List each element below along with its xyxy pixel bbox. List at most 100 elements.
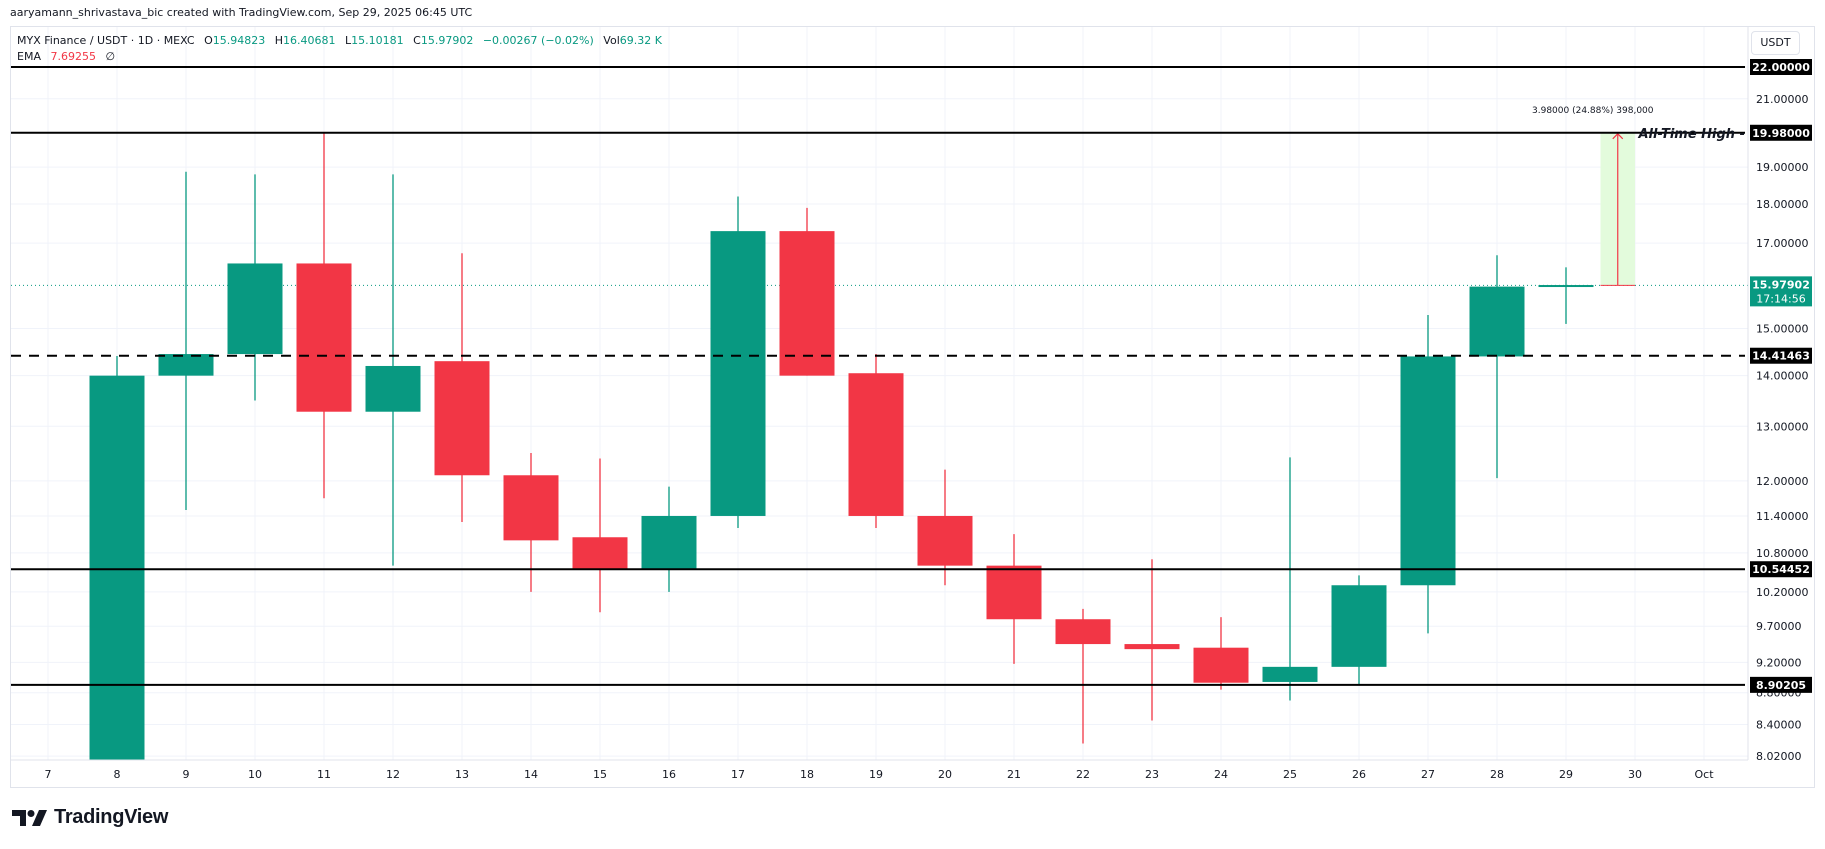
time-tick: 25 bbox=[1283, 768, 1297, 781]
horizontal-levels bbox=[11, 66, 1745, 686]
time-tick: 22 bbox=[1076, 768, 1090, 781]
volume-label: Vol bbox=[603, 34, 620, 47]
svg-text:8.90205: 8.90205 bbox=[1756, 679, 1806, 692]
time-tick: 24 bbox=[1214, 768, 1228, 781]
time-tick: 11 bbox=[317, 768, 331, 781]
candle-9[interactable] bbox=[158, 171, 214, 510]
time-tick: 28 bbox=[1490, 768, 1504, 781]
chart-frame bbox=[10, 26, 1815, 788]
close-value: 15.97902 bbox=[420, 34, 474, 47]
svg-text:14.41463: 14.41463 bbox=[1752, 350, 1810, 363]
candle-29[interactable] bbox=[1538, 267, 1594, 324]
bar-countdown: 17:14:56 bbox=[1756, 292, 1805, 305]
candle-21[interactable] bbox=[986, 534, 1042, 664]
candle-11[interactable] bbox=[296, 132, 352, 499]
level-price-tag bbox=[1750, 676, 1812, 693]
price-tick: 10.20000 bbox=[1756, 586, 1809, 599]
time-tick: 20 bbox=[938, 768, 952, 781]
candle-14[interactable] bbox=[503, 453, 559, 592]
candle-8[interactable] bbox=[89, 355, 145, 811]
time-axis[interactable]: 7 8 9 10 11 12 13 14 15 16 17 18 19 20 21 22 23 24 25 26 27 2… bbox=[11, 759, 1748, 781]
svg-text:22.00000: 22.00000 bbox=[1752, 61, 1810, 74]
candle-12[interactable] bbox=[365, 174, 421, 566]
price-tick: 10.80000 bbox=[1756, 547, 1809, 560]
low-label: L bbox=[345, 34, 352, 47]
level-price-tag bbox=[1750, 124, 1812, 141]
tradingview-logo-icon bbox=[12, 809, 47, 826]
plot-area[interactable] bbox=[11, 132, 1748, 811]
time-tick: 26 bbox=[1352, 768, 1366, 781]
price-tick: 14.00000 bbox=[1756, 370, 1809, 383]
legend-main-row: MYX Finance / USDT · 1D · MEXC O15.94823… bbox=[17, 33, 662, 49]
open-label: O bbox=[204, 34, 213, 47]
time-tick: 15 bbox=[593, 768, 607, 781]
attribution-text: aaryamann_shrivastava_bic created with T… bbox=[10, 6, 473, 19]
time-tick: 27 bbox=[1421, 768, 1435, 781]
measure-label: 3.98000 (24.88%) 398,000 bbox=[1532, 106, 1654, 116]
level-price-tag bbox=[1750, 59, 1812, 75]
level-price-tag bbox=[1750, 561, 1812, 578]
price-tick: 11.40000 bbox=[1756, 510, 1809, 523]
candle-16[interactable] bbox=[641, 486, 697, 592]
legend-ema-row: EMA 7.69255 ∅ bbox=[17, 49, 662, 65]
candles bbox=[89, 132, 1594, 811]
candle-15[interactable] bbox=[572, 458, 628, 613]
price-axis[interactable]: 22.00000 21.00000 19.00000 18.00000 17.00000… bbox=[1747, 27, 1812, 763]
price-tick: 12.00000 bbox=[1756, 475, 1809, 488]
time-tick: 10 bbox=[248, 768, 262, 781]
volume-value: 69.32 K bbox=[619, 34, 662, 47]
price-tick: 15.00000 bbox=[1756, 323, 1809, 336]
low-value: 15.10181 bbox=[351, 34, 404, 47]
candle-13[interactable] bbox=[434, 253, 490, 522]
candle-27[interactable] bbox=[1400, 315, 1456, 634]
time-tick: 19 bbox=[869, 768, 883, 781]
svg-text:15.97902: 15.97902 bbox=[1752, 278, 1810, 291]
candle-18[interactable] bbox=[779, 207, 835, 376]
tradingview-brand: TradingView bbox=[54, 806, 169, 828]
price-tick: 18.00000 bbox=[1756, 198, 1809, 211]
svg-text:10.54452: 10.54452 bbox=[1752, 563, 1810, 576]
symbol-title[interactable]: MYX Finance / USDT · 1D · MEXC bbox=[17, 34, 195, 47]
price-tick: 19.00000 bbox=[1756, 161, 1809, 174]
ema-empty-icon: ∅ bbox=[105, 50, 116, 63]
time-tick: 14 bbox=[524, 768, 538, 781]
price-tick: 8.40000 bbox=[1756, 719, 1802, 732]
ema-label[interactable]: EMA bbox=[17, 50, 41, 63]
ema-value: 7.69255 bbox=[50, 50, 96, 63]
change-value: −0.00267 (−0.02%) bbox=[482, 34, 594, 47]
tradingview-logo: TradingView bbox=[12, 806, 168, 829]
price-tick: 17.00000 bbox=[1756, 237, 1809, 250]
time-tick: 30 bbox=[1628, 768, 1642, 781]
time-tick: 13 bbox=[455, 768, 469, 781]
currency-unit-button[interactable]: USDT bbox=[1751, 31, 1800, 55]
svg-text:19.98000: 19.98000 bbox=[1752, 127, 1810, 140]
candle-17[interactable] bbox=[710, 196, 766, 529]
time-tick: Oct bbox=[1694, 768, 1714, 781]
candle-24[interactable] bbox=[1193, 617, 1249, 690]
high-label: H bbox=[274, 34, 284, 47]
high-value: 16.40681 bbox=[283, 34, 336, 47]
candle-28[interactable] bbox=[1469, 255, 1525, 479]
candle-23[interactable] bbox=[1124, 559, 1180, 721]
current-price-tag bbox=[1750, 276, 1812, 307]
time-tick: 9 bbox=[183, 768, 190, 781]
candle-20[interactable] bbox=[917, 469, 973, 586]
candle-19[interactable] bbox=[848, 354, 904, 529]
time-tick: 18 bbox=[800, 768, 814, 781]
time-tick: 7 bbox=[45, 768, 52, 781]
candle-10[interactable] bbox=[227, 174, 283, 401]
symbol-legend: MYX Finance / USDT · 1D · MEXC O15.94823… bbox=[17, 33, 662, 65]
time-tick: 29 bbox=[1559, 768, 1573, 781]
time-tick: 12 bbox=[386, 768, 400, 781]
time-tick: 8 bbox=[114, 768, 121, 781]
price-tick: 9.20000 bbox=[1756, 656, 1802, 669]
price-tick: 8.02000 bbox=[1756, 750, 1802, 763]
time-tick: 17 bbox=[731, 768, 745, 781]
candle-25[interactable] bbox=[1262, 457, 1318, 701]
price-tick: 9.70000 bbox=[1756, 620, 1802, 633]
time-tick: 21 bbox=[1007, 768, 1021, 781]
open-value: 15.94823 bbox=[212, 34, 266, 47]
candle-22[interactable] bbox=[1055, 608, 1111, 744]
candle-26[interactable] bbox=[1331, 575, 1387, 686]
